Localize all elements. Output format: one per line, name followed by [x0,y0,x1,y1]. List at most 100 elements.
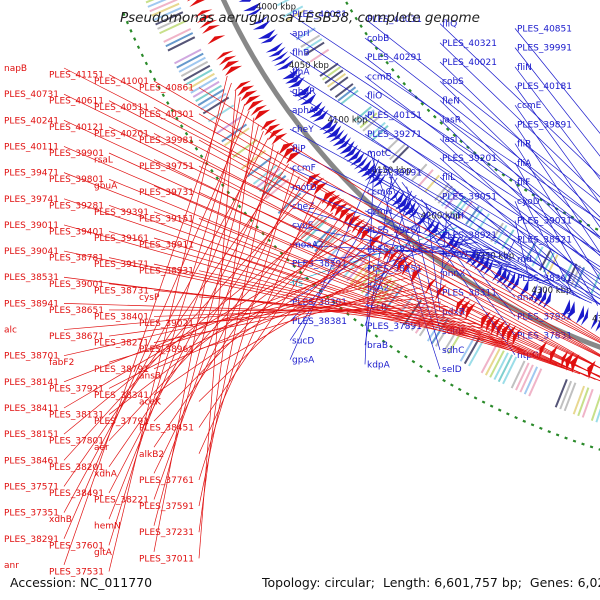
right-leader-line [401,182,516,336]
left-gene-label: PLES_39391 [94,208,149,218]
left-leader-line [153,80,600,341]
reverse-gene-arrow [286,151,302,164]
right-gene-label: cobB [367,34,389,44]
reverse-gene-arrow [410,267,423,284]
cds-color-bar [468,339,485,367]
accession-text: Accession: NC_011770 [10,575,153,590]
left-gene-label: PLES_38131 [49,411,104,421]
left-gene-label: PLES_38341 [94,391,149,401]
right-leader-line [364,76,600,256]
right-gene-label: selD [442,365,462,375]
cds-color-bar [515,362,530,391]
left-leader-line [153,211,565,369]
left-leader-line [153,246,370,396]
right-leader-line [289,128,600,300]
right-leader-line [439,215,534,277]
left-leader-line [63,146,600,377]
forward-gene-arrow [576,305,585,324]
left-leader-line [153,133,600,369]
feature-color-bar [475,213,490,233]
forward-gene-arrow [250,15,269,26]
forward-gene-arrow [238,0,252,2]
left-gene-label: PLES_38791 [94,365,149,375]
right-gene-label: PLES_38511 [367,245,422,255]
left-gene-label: PLES_39161 [94,234,149,244]
right-gene-label: flhA [292,68,310,78]
reverse-gene-arrow [550,345,559,364]
right-gene-label: dnaX [517,293,540,303]
tick-label: 4000 kbp [256,2,296,12]
right-leader-line [289,109,600,291]
right-leader-line [289,159,380,360]
forward-gene-arrow [257,29,276,39]
cds-color-bar [480,345,497,374]
left-leader-line [63,250,520,348]
tick-label: 4050 kbp [289,61,329,71]
left-gene-label: PLES_37231 [139,528,194,538]
left-gene-label: PLES_40301 [139,110,194,120]
reverse-gene-arrow [221,60,240,71]
forward-gene-arrow [395,194,409,210]
feature-color-bar [321,66,342,81]
left-gene-label: PLES_39041 [4,247,59,257]
left-leader-line [63,82,232,566]
cds-color-bar [167,36,196,52]
forward-gene-arrow [519,279,529,297]
forward-gene-arrow [510,274,520,292]
forward-gene-arrow [273,55,291,67]
forward-gene-arrow [391,191,405,207]
reverse-gene-arrow [485,314,496,332]
right-gene-label: cheY [292,125,314,135]
left-gene-label: PLES_38221 [94,496,149,506]
right-leader-line [514,201,551,285]
left-gene-label: PLES_38271 [94,339,149,349]
reverse-gene-arrow [329,198,345,213]
forward-gene-arrow [252,20,271,30]
reverse-gene-arrow [342,210,357,226]
right-leader-line [461,231,516,279]
left-leader-line [153,306,448,317]
cds-color-bar [147,0,167,8]
cds-color-bar [190,76,218,94]
right-gene-label: fliQ [442,20,457,30]
right-gene-label: fliR [517,140,531,150]
cds-color-bar [155,11,184,26]
left-gene-label: PLES_39751 [139,162,194,172]
left-leader-line [198,144,274,507]
feature-color-bar [501,229,515,250]
cds-color-bar [581,388,594,418]
forward-gene-arrow [580,307,589,326]
right-leader-line [514,124,600,254]
left-gene-label: PLES_38911 [139,241,194,251]
right-gene-label: fliA [517,159,532,169]
cds-color-bar [159,19,188,35]
reverse-gene-arrow [387,249,400,265]
left-gene-label: PLES_38781 [49,254,104,264]
right-leader-line [439,61,600,218]
right-leader-line [364,152,600,305]
genome-backbone [220,0,600,350]
forward-gene-arrow [444,233,456,250]
feature-color-bar [300,34,321,48]
forward-gene-arrow [294,85,311,97]
forward-gene-arrow [501,269,512,287]
forward-gene-arrow [492,263,503,282]
left-leader-line [198,113,600,356]
reverse-gene-arrow [247,100,264,112]
right-gene-label: PLES_39271 [367,130,422,140]
feature-color-bar [383,137,401,154]
right-leader-line [364,18,600,204]
right-leader-line [289,52,600,253]
left-gene-label: PLES_37531 [49,567,104,577]
left-gene-label: PLES_41001 [94,77,149,87]
cds-color-bar [331,244,354,269]
forward-gene-arrow [325,125,342,139]
cds-color-bar [497,354,514,383]
cds-color-bar [163,27,192,43]
reverse-gene-arrow [199,19,218,29]
right-leader-line [289,90,600,280]
left-gene-label: PLES_39981 [139,136,194,146]
right-leader-line [483,245,516,260]
right-gene-label: cobS [442,77,464,87]
